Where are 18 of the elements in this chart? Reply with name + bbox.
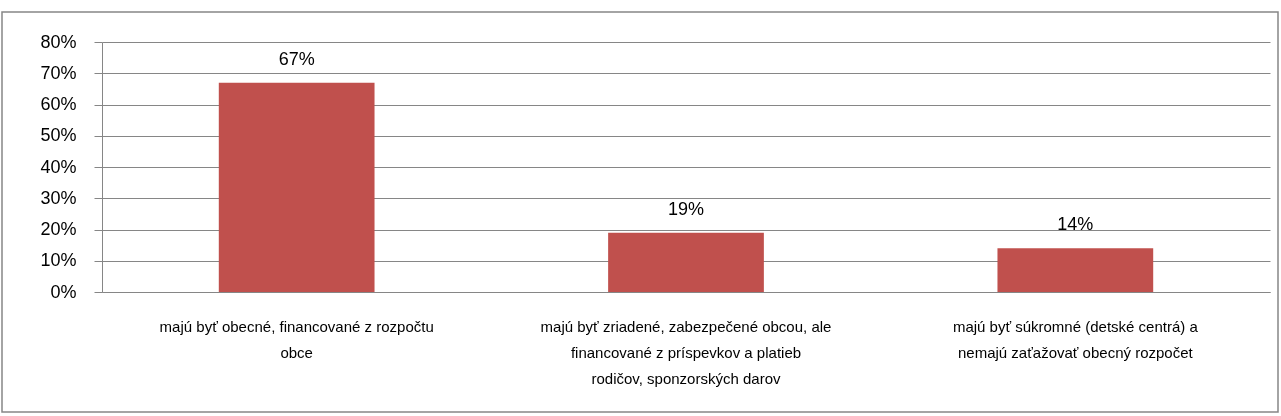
x-tick-label: majú byť súkromné (detské centrá) a nemajú zaťažovať obecný rozpočet — [952, 317, 1199, 361]
data-label: 67% — [278, 48, 315, 69]
y-tick-label: 80% — [40, 31, 77, 52]
y-tick-label: 20% — [40, 219, 77, 239]
bar — [608, 232, 764, 292]
x-tick-label: majú byť obecné, financované z rozpočtu obce — [159, 317, 434, 361]
y-tick-label: 30% — [40, 187, 77, 208]
data-label: 14% — [1057, 214, 1094, 235]
data-label: 19% — [667, 198, 705, 219]
y-tick-label: 0% — [50, 281, 77, 302]
y-tick-label: 60% — [40, 94, 77, 114]
x-tick-label: majú byť zriadené, zabezpečené obcou, ale financované z príspevkov a platieb rodičov, sponzorských darov — [540, 317, 832, 387]
bar — [997, 248, 1154, 292]
y-tick-label: 50% — [40, 125, 77, 146]
y-tick-label: 10% — [40, 250, 77, 271]
y-tick-label: 40% — [40, 156, 77, 177]
bar — [218, 82, 375, 292]
y-tick-label: 70% — [40, 62, 77, 83]
